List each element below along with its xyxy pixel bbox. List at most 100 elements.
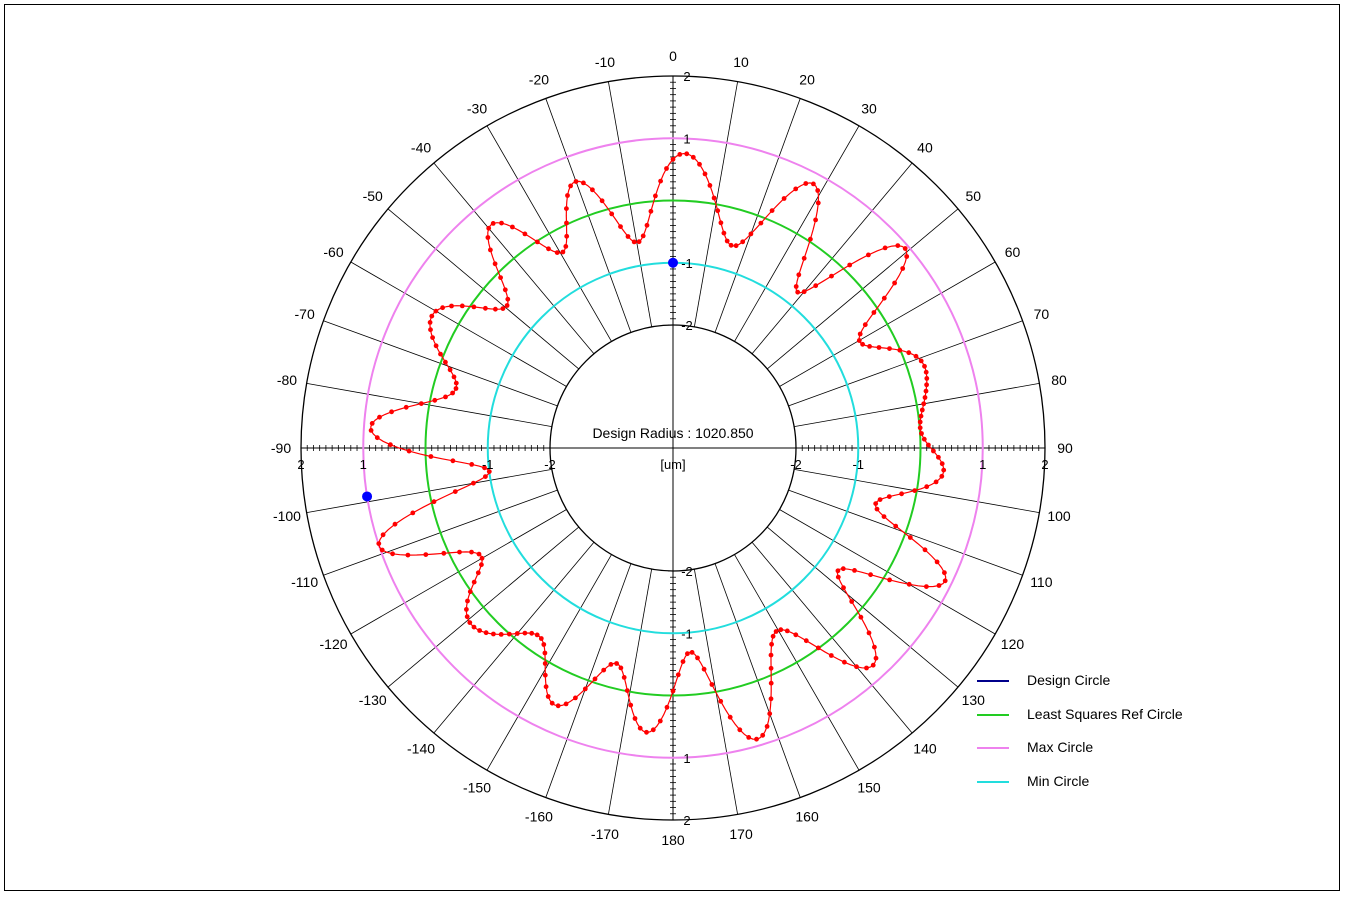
legend-label: Least Squares Ref Circle — [1027, 705, 1183, 722]
profile-point — [483, 305, 488, 311]
profile-point — [768, 696, 774, 702]
design-radius-label: Design Radius : 1020.850 — [592, 425, 753, 441]
angle-tick-label: 120 — [1001, 636, 1025, 652]
profile-point — [881, 514, 887, 519]
profile-point — [856, 338, 862, 343]
profile-point — [924, 376, 930, 381]
profile-point — [431, 499, 437, 505]
profile-point — [815, 188, 821, 193]
profile-point — [599, 198, 605, 204]
profile-point — [690, 154, 696, 160]
profile-point — [934, 559, 940, 565]
profile-point — [449, 303, 454, 309]
profile-point — [829, 273, 834, 279]
profile-point — [815, 200, 821, 206]
profile-point — [784, 628, 790, 634]
profile-point — [522, 630, 528, 636]
profile-point — [534, 632, 540, 638]
profile-point — [801, 289, 807, 295]
profile-point — [936, 583, 942, 588]
profile-point — [876, 345, 882, 350]
profile-point — [942, 578, 948, 584]
profile-line — [370, 152, 947, 740]
profile-point — [709, 682, 715, 687]
profile-point — [491, 631, 496, 637]
profile-point — [718, 698, 724, 704]
profile-point — [918, 413, 924, 419]
profile-point — [906, 350, 912, 356]
angle-tick-label: -120 — [320, 636, 348, 652]
profile-point — [881, 295, 887, 301]
profile-point — [432, 397, 438, 403]
profile-point — [379, 547, 385, 553]
profile-point — [835, 574, 841, 580]
profile-point — [438, 351, 443, 357]
profile-point — [912, 488, 918, 493]
profile-point — [542, 650, 548, 656]
profile-point — [418, 401, 424, 406]
profile-point — [498, 632, 504, 637]
profile-point — [695, 655, 700, 661]
profile-point — [871, 310, 877, 315]
profile-point — [893, 523, 899, 529]
radial-tick-label: 2 — [297, 457, 304, 472]
profile-point — [921, 401, 927, 407]
profile-point — [728, 242, 734, 248]
profile-point — [601, 667, 607, 673]
profile-point — [608, 662, 614, 667]
min-point-marker — [668, 257, 678, 268]
angle-tick-label: -170 — [591, 826, 619, 842]
radial-tick-label: 2 — [683, 813, 690, 828]
legend-swatch — [977, 713, 1009, 716]
profile-point — [685, 651, 690, 657]
profile-point — [813, 283, 819, 289]
radial-tick-label: -2 — [544, 457, 556, 472]
profile-point — [924, 382, 929, 388]
profile-point — [828, 653, 834, 658]
profile-point — [636, 239, 642, 245]
radial-tick-label: 2 — [1041, 457, 1048, 472]
profile-point — [923, 388, 929, 394]
profile-point — [754, 736, 759, 742]
profile-point — [866, 252, 871, 258]
angle-tick-label: -150 — [463, 779, 491, 795]
profile-point — [555, 703, 561, 709]
profile-point — [482, 465, 487, 471]
profile-point — [866, 630, 872, 636]
angle-tick-label: -60 — [323, 244, 343, 260]
profile-point — [453, 380, 459, 386]
profile-point — [493, 306, 498, 312]
profile-point — [919, 431, 924, 436]
profile-point — [874, 506, 880, 512]
angle-tick-label: 170 — [729, 826, 753, 842]
profile-point — [724, 238, 730, 244]
profile-point — [648, 208, 654, 214]
profile-point — [538, 636, 544, 641]
radial-tick-label: 1 — [360, 457, 367, 472]
profile-point — [376, 541, 382, 546]
profile-point — [773, 629, 779, 634]
profile-point — [514, 631, 520, 636]
profile-point — [768, 665, 774, 671]
profile-point — [621, 675, 627, 680]
legend-swatch — [977, 747, 1009, 749]
profile-point — [721, 230, 727, 236]
profile-point — [469, 462, 475, 467]
profile-point — [499, 220, 504, 226]
profile-point — [941, 467, 947, 473]
profile-point — [653, 193, 658, 199]
angle-tick-label: -70 — [295, 306, 315, 322]
profile-point — [675, 672, 681, 678]
profile-point — [618, 665, 624, 671]
profile-point — [858, 614, 864, 620]
angle-tick-label: -140 — [407, 740, 435, 756]
least-squares-ref-circle — [424, 199, 922, 697]
profile-point — [847, 262, 853, 268]
profile-point — [392, 521, 398, 527]
profile-point — [748, 231, 754, 237]
profile-point — [892, 280, 897, 286]
profile-point — [854, 664, 859, 670]
profile-point — [718, 220, 724, 226]
profile-point — [590, 187, 595, 193]
profile-point — [546, 246, 551, 252]
